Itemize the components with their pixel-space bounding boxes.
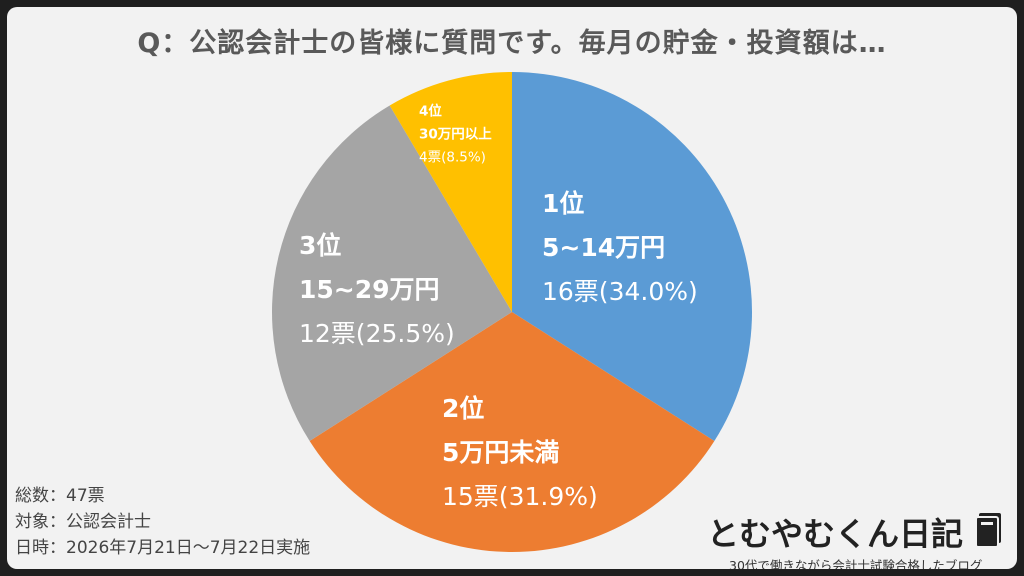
- pie-chart: 1位 5~14万円 16票(34.0%) 2位 5万円未満 15票(31.9%) 3位 15~…: [272, 72, 752, 553]
- slice-4-category-label: 30万円以上: [419, 127, 492, 143]
- pie-slice-1: [512, 72, 752, 442]
- slice-3-value-label: 12票(25.5%): [299, 319, 455, 348]
- slice-3-rank-label: 3位: [299, 231, 341, 260]
- slice-2-value-label: 15票(31.9%): [442, 482, 598, 511]
- brand-tagline: 30代で働きながら会計士試験合格したブログ: [729, 558, 983, 569]
- slice-1-value-label: 16票(34.0%): [542, 277, 698, 306]
- brand-logo: とむやむくん日記 30代で働きながら会計士試験合格したブログ: [707, 509, 1007, 569]
- slice-4-value-label: 4票(8.5%): [419, 150, 486, 166]
- chart-card: Q：公認会計士の皆様に質問です。毎月の貯金・投資額は… 1位 5~14万円 16票(…: [7, 7, 1017, 569]
- chart-title: Q：公認会計士の皆様に質問です。毎月の貯金・投資額は…: [137, 28, 887, 59]
- pie-slice-4: [389, 72, 512, 312]
- pie-slice-2: [309, 312, 715, 553]
- slice-1-category-label: 5~14万円: [542, 233, 665, 262]
- slice-4-rank-label: 4位: [419, 103, 442, 120]
- pie-slice-3: [272, 105, 512, 442]
- meta-total: 総数：47票: [15, 486, 105, 506]
- meta-date: 日時：2026年7月21日〜7月22日実施: [15, 538, 311, 558]
- slice-3-category-label: 15~29万円: [299, 275, 440, 304]
- book-icon: [974, 512, 1004, 552]
- slice-2-category-label: 5万円未満: [442, 438, 559, 467]
- slice-1-rank-label: 1位: [542, 189, 584, 218]
- brand-name: とむやむくん日記: [707, 515, 964, 553]
- survey-meta: 総数：47票 対象：公認会計士 日時：2026年7月21日〜7月22日実施: [15, 483, 310, 561]
- meta-target: 対象：公認会計士: [15, 512, 151, 532]
- slice-2-rank-label: 2位: [442, 394, 484, 423]
